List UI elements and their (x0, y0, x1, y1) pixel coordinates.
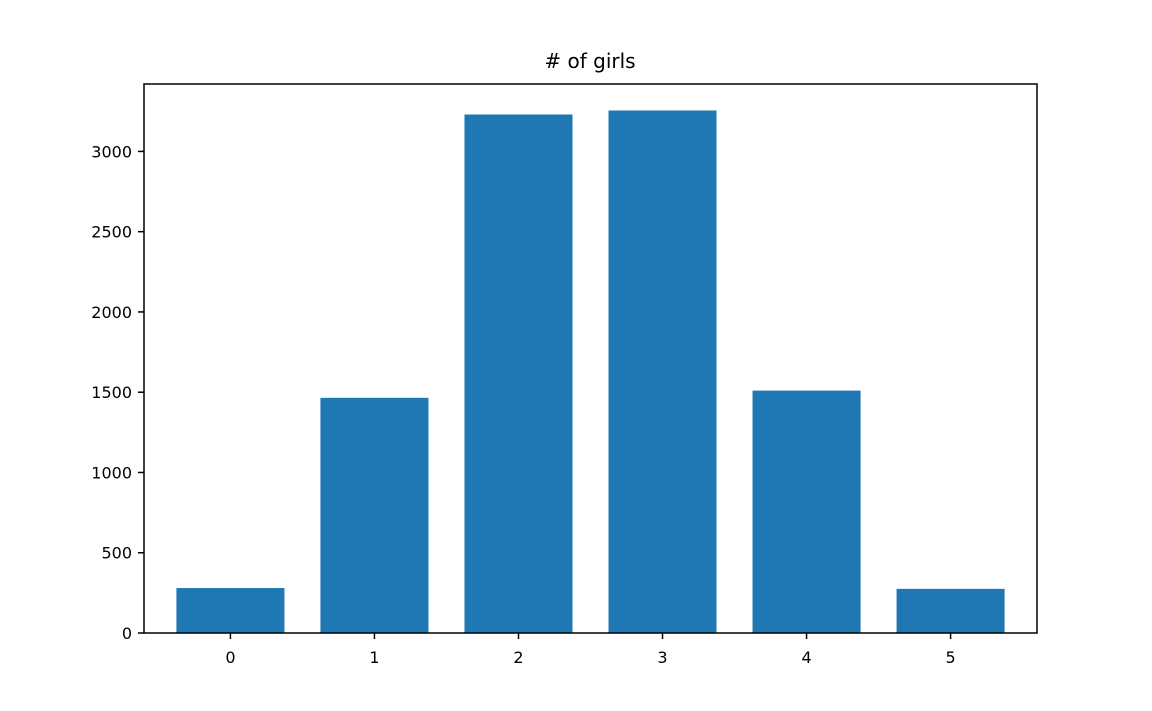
plot-frame (143, 83, 1038, 634)
y-tick-label: 3000 (91, 142, 132, 161)
y-axis-ticks: 0 500 1000 1500 2000 2500 3000 (91, 142, 144, 643)
y-tick-label: 2000 (91, 303, 132, 322)
x-axis-ticks: 0 1 2 3 4 5 (225, 633, 956, 667)
y-tick-label: 0 (122, 624, 132, 643)
chart-title: # of girls (544, 49, 635, 73)
bar-2 (464, 114, 573, 633)
bars-group (176, 110, 1005, 634)
x-tick-label: 5 (945, 648, 955, 667)
x-tick-label: 3 (657, 648, 667, 667)
y-tick-label: 1500 (91, 383, 132, 402)
bar-1 (320, 397, 429, 633)
bar-4 (752, 390, 861, 633)
y-tick-label: 500 (101, 544, 132, 563)
bar-5 (896, 588, 1005, 633)
bar-0 (176, 588, 285, 633)
y-tick-label: 1000 (91, 463, 132, 482)
bar-3 (608, 110, 717, 634)
y-tick-label: 2500 (91, 223, 132, 242)
x-tick-label: 2 (513, 648, 523, 667)
x-tick-label: 4 (801, 648, 811, 667)
x-tick-label: 1 (369, 648, 379, 667)
x-tick-label: 0 (225, 648, 235, 667)
